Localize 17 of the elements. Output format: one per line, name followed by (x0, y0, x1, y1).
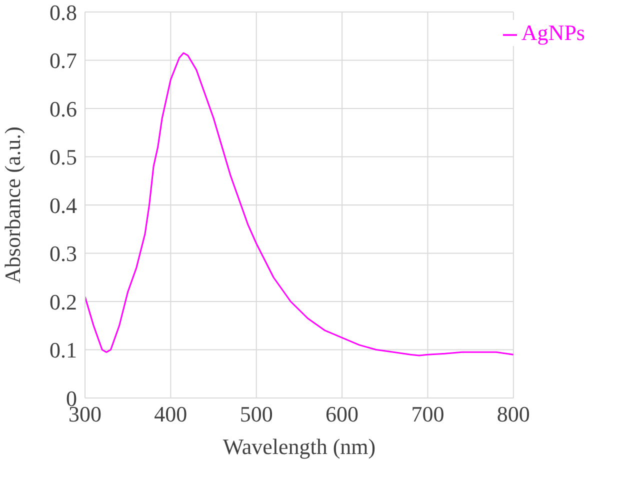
legend-label: AgNPs (521, 20, 585, 45)
y-tick-label: 0.3 (50, 241, 77, 266)
y-tick-label: 0.1 (50, 338, 77, 363)
x-tick-label: 400 (154, 402, 188, 427)
y-tick-label: 0.6 (50, 96, 77, 122)
y-tick-label: 0.7 (50, 48, 77, 74)
y-tick-label: 0.8 (50, 0, 77, 25)
x-tick-label: 800 (496, 402, 530, 427)
x-axis-title: Wavelength (nm) (222, 434, 376, 459)
y-tick-label: 0.4 (50, 192, 77, 218)
y-tick-label: 0.5 (50, 144, 77, 170)
x-tick-label: 500 (240, 402, 273, 427)
y-tick-label: 0.2 (50, 289, 77, 314)
line-series (85, 52, 514, 356)
x-tick-label: 700 (411, 402, 444, 427)
y-axis-title: Absorbance (a.u.) (0, 126, 25, 284)
x-tick-label: 600 (326, 402, 359, 427)
